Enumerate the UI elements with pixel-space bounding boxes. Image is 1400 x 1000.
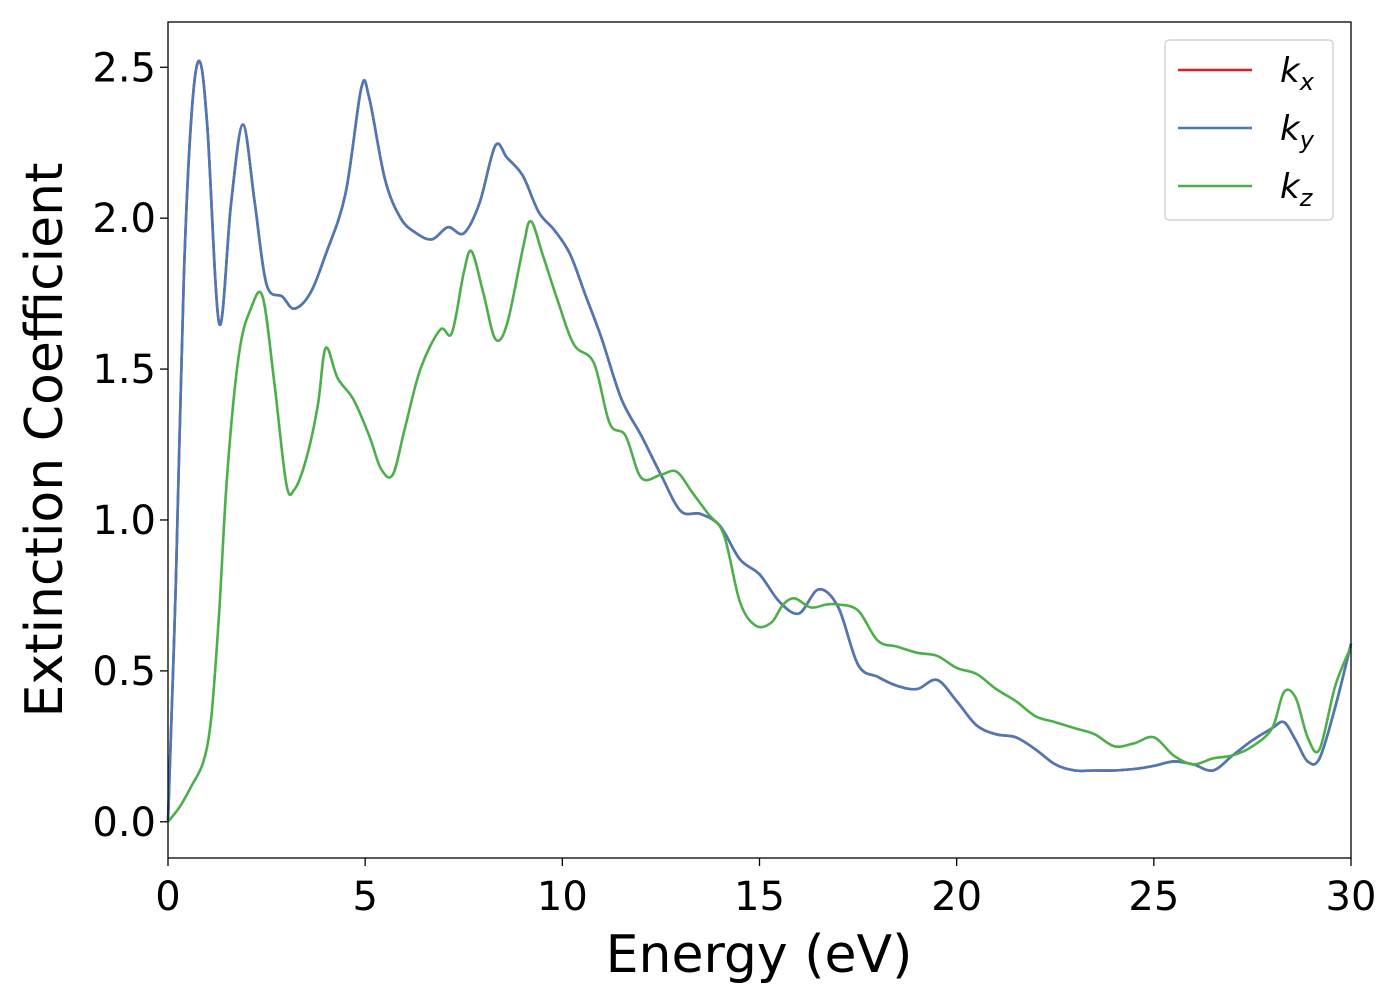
x-axis-label: Energy (eV)	[606, 925, 913, 985]
y-tick-label: 1.0	[92, 498, 156, 544]
x-tick-label: 5	[352, 874, 377, 920]
y-axis-label: Extinction Coefficient	[15, 163, 75, 718]
x-axis: 0 5 10 15 20 25 30	[155, 858, 1376, 920]
x-tick-label: 30	[1326, 874, 1377, 920]
y-tick-label: 2.5	[92, 45, 156, 91]
plot-lines	[166, 59, 1353, 823]
x-tick-label: 15	[734, 874, 785, 920]
series-line-k-y	[166, 59, 1353, 822]
x-tick-label: 10	[537, 874, 588, 920]
y-tick-label: 1.5	[92, 347, 156, 393]
y-tick-label: 0.0	[92, 800, 156, 846]
x-tick-label: 20	[931, 874, 982, 920]
x-tick-label: 25	[1128, 874, 1179, 920]
series-line-k-z	[166, 219, 1353, 823]
y-axis: 0.0 0.5 1.0 1.5 2.0 2.5	[92, 45, 168, 846]
x-tick-label: 0	[155, 874, 180, 920]
y-tick-label: 0.5	[92, 649, 156, 695]
legend-box	[1164, 39, 1334, 221]
y-tick-label: 2.0	[92, 196, 156, 242]
